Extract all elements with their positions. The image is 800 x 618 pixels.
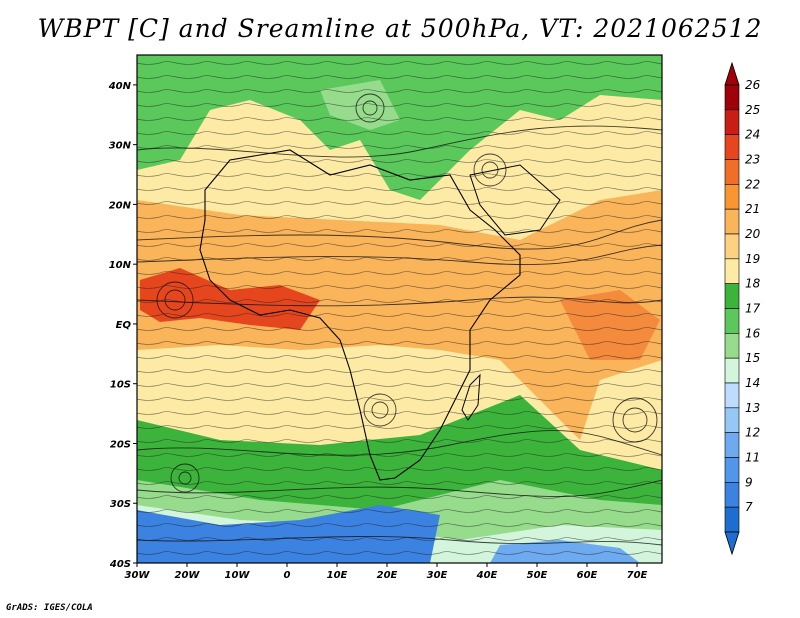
colorbar-swatch (724, 84, 740, 111)
lon-tick-label: 20E (377, 570, 398, 581)
lon-tick-label: 20W (175, 570, 201, 581)
colorbar-swatch (724, 109, 740, 135)
colorbar-label: 7 (745, 500, 753, 514)
lon-tick-label: 60E (577, 570, 598, 581)
colorbar-label: 14 (745, 376, 760, 390)
map-title: WBPT [C] and Sreamline at 500hPa, VT: 20… (37, 14, 763, 43)
colorbar-label: 13 (745, 401, 760, 415)
lat-tick-label: EQ (116, 320, 132, 331)
colorbar-swatch (724, 432, 740, 458)
colorbar-label: 9 (745, 475, 753, 489)
colorbar-swatch (724, 382, 740, 409)
colorbar-swatch (724, 407, 740, 433)
lon-tick-label: 10W (225, 570, 251, 581)
colorbar-swatch (724, 283, 740, 309)
lat-tick-label: 10S (110, 380, 131, 391)
colorbar-swatch (724, 208, 740, 235)
colorbar-label: 21 (745, 202, 760, 216)
madagascar-coastline (461, 373, 481, 421)
colorbar-swatch (724, 308, 740, 334)
colorbar-label: 20 (745, 227, 761, 241)
colorbar-label: 23 (745, 153, 760, 167)
wbpt-field (137, 55, 662, 563)
colorbar-swatch (724, 506, 740, 533)
colorbar-swatch (724, 457, 740, 483)
colorbar-swatch (724, 233, 740, 260)
lon-tick-label: 70E (627, 570, 648, 581)
lat-tick-label: 10N (109, 260, 132, 271)
colorbar-swatch (724, 258, 740, 284)
colorbar-swatch (724, 134, 740, 160)
colorbar-swatch (724, 482, 740, 508)
lat-tick-label: 30N (109, 141, 132, 152)
colorbar-swatch (724, 159, 740, 185)
colorbar-bottom-arrow (724, 531, 740, 556)
lon-tick-label: 40E (476, 570, 498, 581)
arabia-coastline (469, 164, 561, 236)
lon-tick-label: 30W (125, 570, 151, 581)
streamline-texture (137, 55, 662, 563)
colorbar-label: 22 (745, 177, 760, 191)
lon-tick-label: 10E (327, 570, 348, 581)
colorbar-swatch (724, 333, 740, 359)
colorbar-top-arrow (724, 61, 740, 86)
colorbar-swatch (724, 184, 740, 210)
colorbar-label: 19 (745, 252, 760, 266)
lon-tick-label: 0 (284, 570, 291, 581)
africa-coastline (199, 149, 521, 481)
colorbar-label: 15 (745, 351, 760, 365)
lat-tick-label: 20N (109, 200, 132, 211)
axis-ticks: 30W 20W 10W 0 10E 20E 30E 40E 50E 60E 70E 40N 30N 20N… (108, 81, 648, 581)
colorbar-label: 25 (745, 103, 760, 117)
colorbar-swatch (724, 357, 740, 384)
lat-tick-label: 30S (110, 499, 131, 510)
colorbar-label: 11 (745, 451, 760, 465)
colorbar-label: 16 (745, 326, 761, 340)
streamlines (137, 93, 662, 546)
colorbar: 26 25 24 23 22 21 20 19 18 17 16 15 14 13 12 11 9 7 (724, 61, 761, 556)
colorbar-label: 12 (745, 426, 760, 440)
lon-tick-label: 50E (527, 570, 548, 581)
lon-tick-label: 30E (427, 570, 448, 581)
map-frame (136, 54, 663, 564)
colorbar-label: 24 (745, 128, 760, 142)
colorbar-label: 26 (745, 78, 761, 92)
lat-tick-label: 40N (108, 81, 132, 92)
colorbar-label: 18 (745, 277, 761, 291)
credit-text: GrADS: IGES/COLA (6, 603, 93, 613)
lat-tick-label: 20S (110, 439, 131, 450)
colorbar-label: 17 (745, 302, 761, 316)
lat-tick-label: 40S (109, 559, 131, 570)
